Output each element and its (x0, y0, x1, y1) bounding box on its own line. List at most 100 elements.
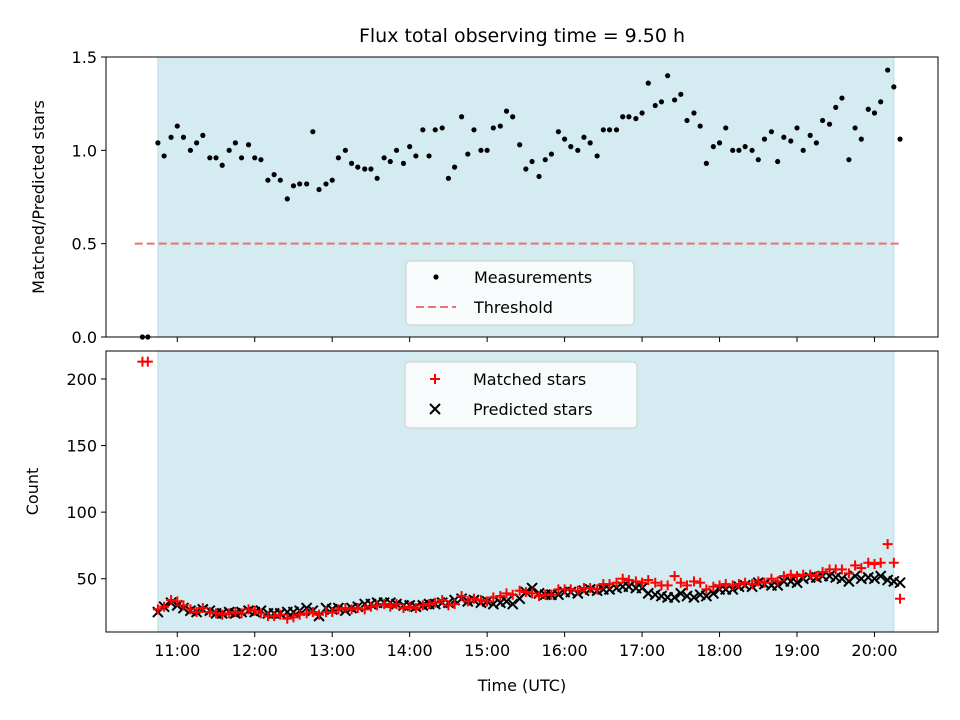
measurement-point (290, 183, 297, 189)
predicted-stars-point-stroke (655, 590, 668, 602)
measurement-points (139, 67, 903, 340)
matched-stars-point (766, 573, 777, 584)
x-tick-label: 11:00 (154, 641, 200, 660)
measurement-point (187, 147, 194, 153)
measurement-point (897, 136, 903, 142)
matched-stars-point (843, 568, 854, 579)
matched-stars-point (314, 609, 325, 620)
matched-stars-point (592, 584, 603, 595)
predicted-stars-point-stroke (688, 591, 700, 604)
measurement-point (219, 162, 225, 168)
matched-stars-point (359, 604, 370, 615)
measurement-point (871, 110, 878, 116)
legend-predicted-label: Predicted stars (473, 400, 593, 419)
matched-stars-point (172, 596, 183, 607)
measurement-point (749, 147, 755, 153)
bottom-legend: Matched stars Predicted stars (404, 361, 638, 429)
measurement-point (368, 166, 374, 172)
measurement-point (432, 127, 438, 133)
measurement-point (194, 140, 200, 146)
measurement-point (471, 127, 477, 133)
matched-stars-point (275, 609, 286, 620)
matched-stars-point (662, 580, 673, 591)
matched-stars-point (792, 571, 803, 582)
predicted-stars-point-stroke (881, 574, 894, 586)
bottom-y-tick-label: 50 (77, 570, 97, 589)
measurement-point (658, 99, 665, 105)
matched-stars-point (534, 591, 545, 602)
top-y-tick-label: 1.0 (72, 141, 97, 160)
measurement-point (555, 129, 562, 135)
matched-stars-point (236, 608, 247, 619)
measurement-point (620, 114, 626, 120)
measurement-point (465, 151, 471, 157)
measurement-point (800, 147, 806, 153)
measurement-point (652, 102, 658, 109)
matched-stars-point (882, 539, 893, 550)
matched-stars-point (398, 603, 409, 614)
measurement-point (452, 164, 458, 170)
bottom-y-axis-label: Count (23, 468, 42, 516)
x-tick-label: 13:00 (309, 641, 355, 660)
predicted-stars-point (791, 577, 803, 589)
measurement-point (323, 181, 329, 187)
measurement-point (329, 177, 335, 183)
matched-stars-point (142, 356, 153, 367)
top-y-tick-label: 0.0 (72, 328, 97, 347)
measurement-point (575, 147, 581, 153)
measurement-point (213, 155, 219, 161)
measurement-point (180, 134, 187, 140)
matched-stars-point (301, 608, 312, 619)
matched-stars-point (682, 580, 693, 591)
measurement-point (265, 177, 271, 183)
measurement-point (587, 140, 593, 146)
x-tick-label: 19:00 (774, 641, 820, 660)
measurement-point (200, 132, 206, 138)
predicted-stars-point-stroke (694, 589, 706, 601)
matched-stars-point (630, 576, 641, 587)
measurement-point (665, 73, 671, 79)
matched-stars-point (197, 603, 208, 614)
measurement-point (381, 155, 387, 161)
matched-stars-point (727, 580, 738, 591)
legend-threshold-label: Threshold (473, 298, 553, 317)
matched-stars-point (327, 607, 338, 618)
matched-stars-point (230, 607, 241, 618)
matched-stars-point (379, 599, 390, 610)
matched-stars-point (255, 608, 266, 619)
matched-stars-point (340, 603, 351, 614)
x-tick-label: 15:00 (464, 641, 510, 660)
measurement-point (503, 108, 510, 114)
predicted-stars-point (894, 577, 906, 589)
measurement-point (523, 166, 529, 172)
measurement-point (813, 140, 819, 146)
measurement-point (252, 155, 258, 161)
measurement-point (548, 151, 555, 157)
measurement-point (594, 153, 600, 159)
bottom-y-tick-label: 200 (66, 370, 97, 389)
matched-stars-point (488, 592, 499, 603)
measurement-point (684, 117, 690, 124)
matched-stars-point (611, 577, 622, 588)
top-axes-frame (105, 56, 939, 338)
measurement-point (207, 155, 213, 161)
matched-stars-point (753, 576, 764, 587)
measurement-point (716, 140, 723, 146)
bottom-y-ticks: 50 100 150 200 (66, 370, 106, 589)
matched-stars-point (585, 583, 596, 594)
x-axis-label: Time (UTC) (477, 676, 566, 695)
measurement-point (161, 153, 167, 159)
measurement-point (858, 136, 864, 142)
matched-stars-point (617, 573, 628, 584)
measurement-point (736, 147, 742, 153)
predicted-stars-point-stroke (855, 573, 868, 585)
measurement-point (755, 157, 761, 163)
matched-stars-point (546, 589, 557, 600)
measurement-point (484, 147, 490, 153)
measurement-point (878, 99, 884, 105)
matched-stars-point (495, 591, 506, 602)
matched-stars-point (333, 604, 344, 615)
predicted-stars-point-stroke (862, 571, 874, 584)
top-x-ticks (176, 337, 875, 342)
top-y-ticks: 0.0 0.5 1.0 1.5 (72, 48, 106, 347)
